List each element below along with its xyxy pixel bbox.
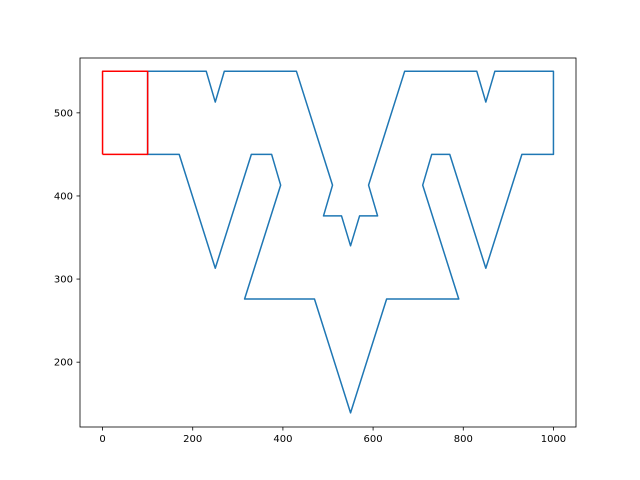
x-tick-label: 800: [454, 434, 473, 445]
x-tick-label: 1000: [541, 434, 566, 445]
series-line-1: [101, 70, 149, 156]
x-axis: 0 200 400 600 800 1000: [99, 427, 566, 445]
y-tick-label: 400: [54, 191, 73, 202]
y-axis: 200 300 400 500: [54, 108, 80, 369]
y-tick-label: 200: [54, 358, 73, 369]
plot-frame: [79, 57, 577, 428]
plot-lines: [101, 70, 555, 414]
x-tick-label: 0: [99, 434, 105, 445]
y-tick-label: 500: [54, 108, 73, 119]
series-line-0: [146, 70, 555, 414]
x-tick-label: 600: [364, 434, 383, 445]
x-tick-label: 400: [273, 434, 292, 445]
y-tick-label: 300: [54, 275, 73, 286]
x-tick-label: 200: [183, 434, 202, 445]
